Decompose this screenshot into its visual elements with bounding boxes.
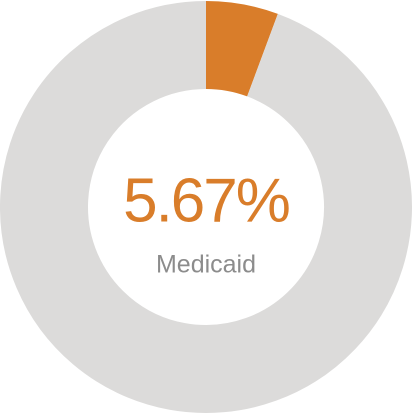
donut-segment — [204, 1, 278, 97]
center-value: 5.67% — [123, 166, 289, 235]
center-label: Medicaid — [156, 251, 256, 279]
